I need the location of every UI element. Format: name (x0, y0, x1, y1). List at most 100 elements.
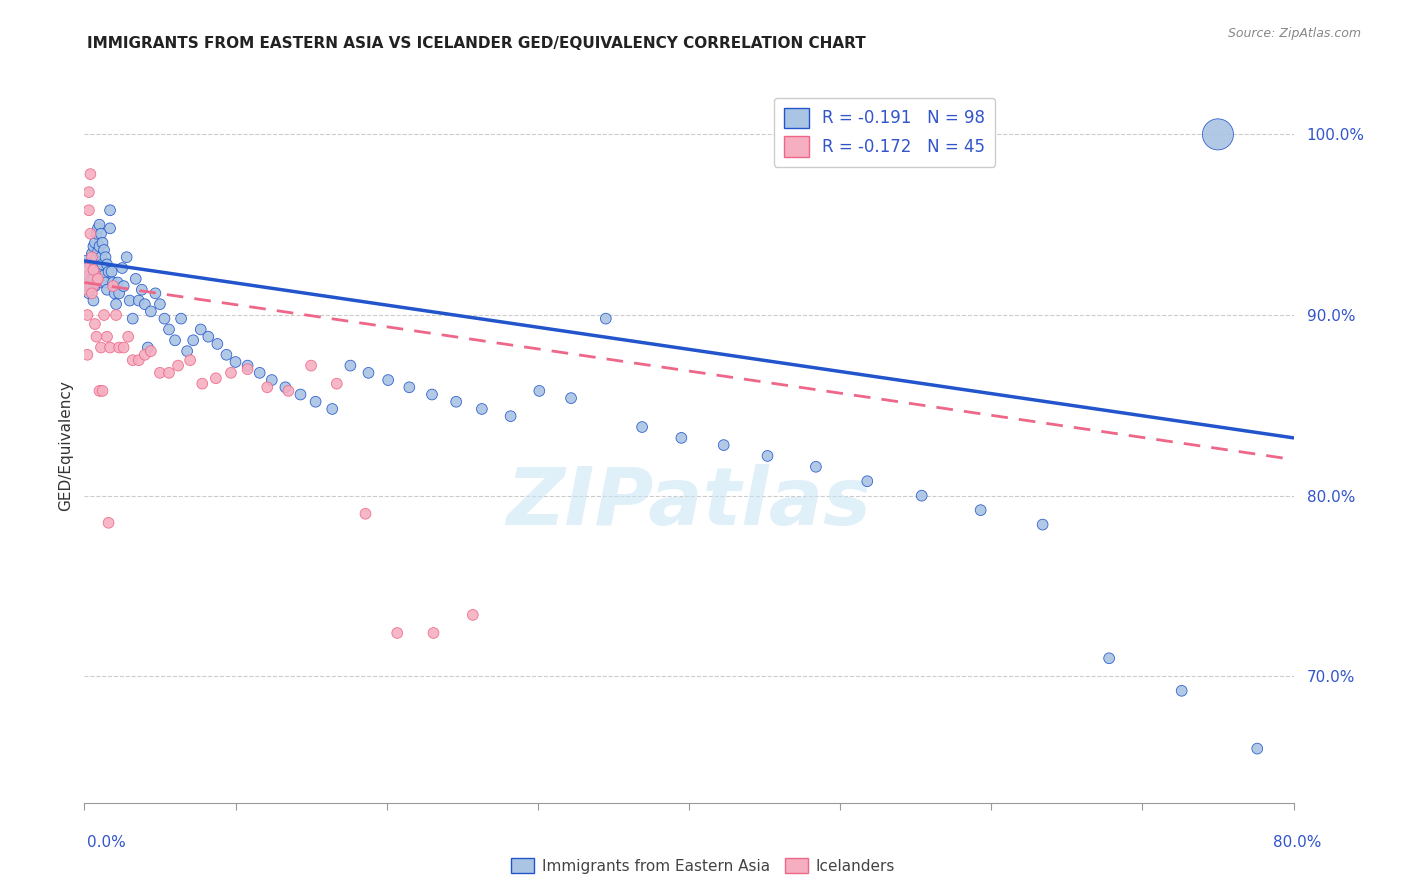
Point (167, 359, 190, 373)
Point (89, 218, 111, 232)
Text: IMMIGRANTS FROM EASTERN ASIA VS ICELANDER GED/EQUIVALENCY CORRELATION CHART: IMMIGRANTS FROM EASTERN ASIA VS ICELANDE… (87, 36, 866, 51)
Point (157, 366, 180, 380)
Point (93, 308, 115, 322)
Point (86, 250, 108, 264)
Point (84, 279, 107, 293)
Point (79, 257, 101, 271)
Point (90, 250, 112, 264)
Legend: R = -0.191   N = 98, R = -0.172   N = 45: R = -0.191 N = 98, R = -0.172 N = 45 (773, 97, 995, 167)
Point (671, 431, 693, 445)
Point (125, 272, 148, 286)
Point (326, 376, 349, 391)
Point (444, 394, 467, 409)
Point (304, 394, 326, 409)
Point (91, 384, 114, 398)
Point (176, 344, 198, 359)
Point (115, 250, 138, 264)
Point (77, 185, 100, 199)
Point (713, 438, 735, 452)
Point (190, 322, 212, 336)
Point (420, 387, 443, 401)
Point (225, 355, 247, 369)
Point (118, 293, 141, 308)
Point (856, 474, 879, 488)
Point (149, 366, 172, 380)
Point (149, 297, 172, 311)
Point (101, 276, 124, 290)
Point (274, 380, 297, 394)
Point (84, 257, 107, 271)
Point (77, 268, 100, 283)
Point (191, 376, 214, 391)
Point (128, 293, 150, 308)
Point (76, 276, 98, 290)
Point (1098, 651, 1121, 665)
Point (104, 286, 127, 301)
Point (76, 348, 98, 362)
Point (75, 272, 97, 286)
Point (170, 311, 193, 326)
Point (84, 317, 107, 331)
Point (387, 626, 409, 640)
Point (94, 250, 117, 264)
Point (377, 373, 399, 387)
Point (339, 359, 361, 373)
Text: 0.0%: 0.0% (87, 836, 127, 850)
Point (98, 203, 121, 218)
Point (179, 353, 201, 368)
Point (422, 626, 444, 640)
Point (139, 344, 162, 359)
Point (1206, 128, 1229, 142)
Point (121, 311, 143, 326)
Point (86, 227, 108, 241)
Point (80, 286, 103, 301)
Point (1032, 517, 1054, 532)
Point (91, 257, 114, 271)
Text: 80.0%: 80.0% (1274, 836, 1322, 850)
Point (117, 329, 139, 343)
Point (290, 387, 312, 401)
Point (461, 607, 484, 622)
Point (80, 272, 103, 286)
Point (90, 276, 112, 290)
Point (136, 341, 159, 355)
Point (219, 366, 242, 380)
Point (87, 272, 110, 286)
Point (134, 297, 156, 311)
Point (93, 243, 115, 257)
Point (97, 265, 120, 279)
Point (256, 380, 278, 394)
Point (236, 362, 259, 376)
Point (107, 276, 129, 290)
Point (98, 221, 121, 235)
Point (260, 373, 283, 387)
Point (121, 353, 143, 368)
Point (911, 489, 934, 503)
Point (108, 341, 131, 355)
Point (804, 459, 827, 474)
Point (756, 449, 779, 463)
Point (98, 341, 121, 355)
Point (89, 265, 111, 279)
Point (207, 337, 229, 351)
Point (84, 235, 107, 250)
Y-axis label: GED/Equivalency: GED/Equivalency (58, 381, 73, 511)
Point (139, 304, 162, 318)
Point (87, 221, 110, 235)
Text: Source: ZipAtlas.com: Source: ZipAtlas.com (1227, 27, 1361, 40)
Point (471, 401, 494, 416)
Point (76, 308, 98, 322)
Point (87, 272, 110, 286)
Legend: Immigrants from Eastern Asia, Icelanders: Immigrants from Eastern Asia, Icelanders (505, 852, 901, 880)
Point (96, 257, 118, 271)
Point (82, 239, 104, 253)
Point (82, 263, 104, 277)
Point (93, 268, 115, 283)
Point (105, 308, 128, 322)
Point (100, 265, 122, 279)
Point (163, 334, 186, 348)
Point (89, 384, 111, 398)
Point (80, 246, 103, 260)
Point (595, 311, 617, 326)
Point (398, 380, 420, 394)
